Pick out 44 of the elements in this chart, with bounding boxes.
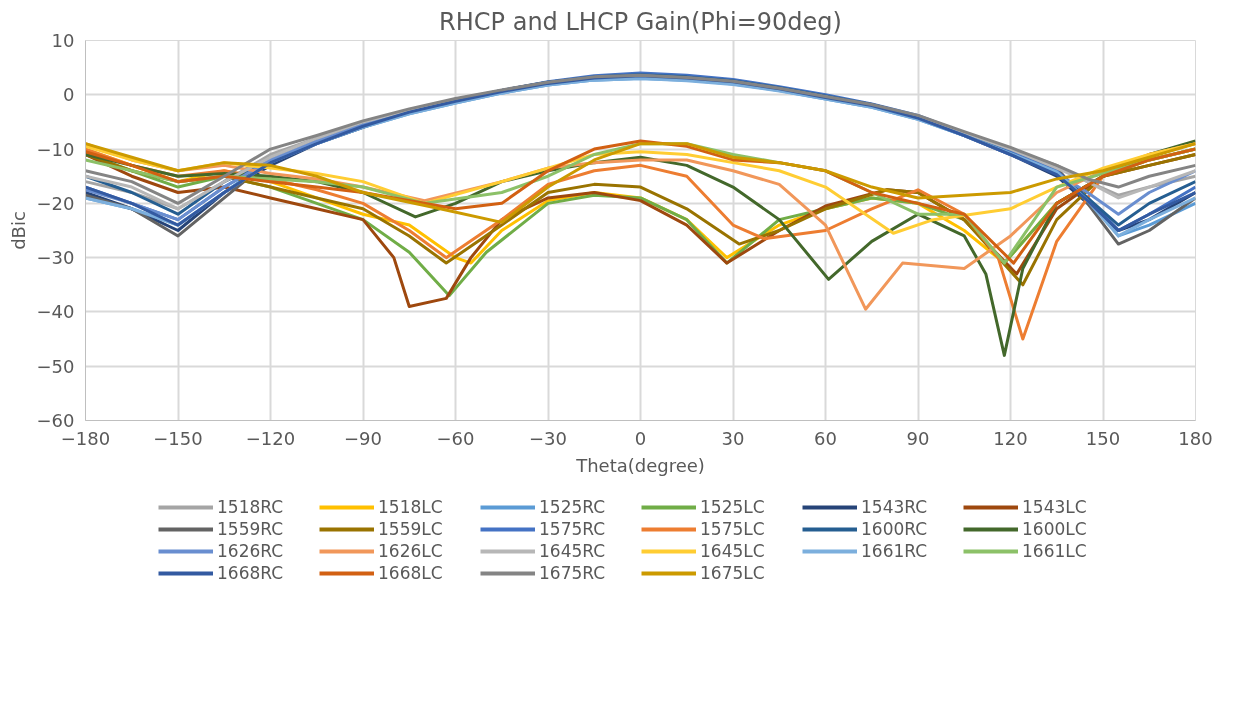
x-tick-label: −30 — [529, 427, 568, 449]
legend-label: 1518RC — [217, 497, 285, 517]
legend-label: 1575RC — [539, 519, 607, 539]
legend-label: 1525RC — [539, 497, 607, 517]
y-tick-label: −50 — [36, 355, 75, 377]
x-tick-label: 90 — [906, 427, 930, 449]
x-tick-label: 150 — [1085, 427, 1121, 449]
legend-label: 1668RC — [217, 563, 285, 583]
y-tick-label: −20 — [36, 192, 75, 214]
x-tick-label: 180 — [1178, 427, 1213, 449]
x-tick-label: 60 — [814, 427, 837, 449]
legend-label: 1661RC — [861, 541, 929, 561]
legend-label: 1543LC — [1022, 497, 1088, 517]
y-tick-label: −40 — [36, 301, 75, 323]
legend-label: 1575LC — [700, 519, 766, 539]
x-tick-label: −150 — [153, 427, 203, 449]
y-tick-label: −10 — [36, 138, 75, 160]
legend-label: 1543RC — [861, 497, 929, 517]
legend-label: 1525LC — [700, 497, 766, 517]
legend-label: 1668LC — [378, 563, 444, 583]
legend-label: 1559RC — [217, 519, 285, 539]
x-tick-label: 0 — [634, 427, 647, 449]
chart-title: RHCP and LHCP Gain(Phi=90deg) — [439, 7, 842, 36]
legend-label: 1675RC — [539, 563, 607, 583]
legend-label: 1675LC — [700, 563, 766, 583]
legend-label: 1645RC — [539, 541, 607, 561]
x-tick-label: −120 — [245, 427, 296, 449]
y-axis-title: dBic — [7, 211, 29, 250]
legend-label: 1626RC — [217, 541, 285, 561]
legend-label: 1626LC — [378, 541, 444, 561]
y-tick-label: −30 — [36, 247, 75, 269]
x-tick-label: −60 — [436, 427, 475, 449]
y-tick-label: 10 — [51, 30, 75, 51]
x-tick-label: 30 — [721, 427, 745, 449]
legend-label: 1518LC — [378, 497, 444, 517]
x-tick-label: 120 — [993, 427, 1028, 449]
y-tick-label: 0 — [63, 84, 75, 106]
legend-label: 1600LC — [1022, 519, 1088, 539]
x-axis-title: Theta(degree) — [575, 454, 705, 476]
x-tick-label: −90 — [344, 427, 383, 449]
legend-label: 1661LC — [1022, 541, 1088, 561]
legend-label: 1600RC — [861, 519, 929, 539]
legend-label: 1559LC — [378, 519, 444, 539]
legend-label: 1645LC — [700, 541, 766, 561]
